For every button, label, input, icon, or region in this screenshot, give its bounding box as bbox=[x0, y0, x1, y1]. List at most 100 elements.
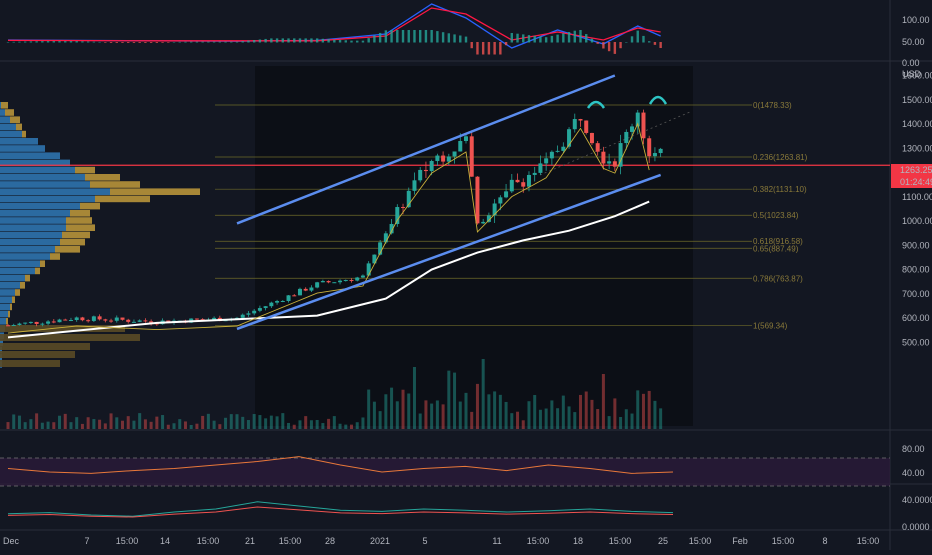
macd-histogram-bar bbox=[539, 36, 542, 43]
macd-histogram-bar bbox=[315, 38, 319, 43]
volume-bar bbox=[636, 390, 640, 429]
volume-profile-up-bar bbox=[0, 289, 15, 296]
candle-body bbox=[395, 207, 400, 224]
x-tick-label: 28 bbox=[325, 536, 335, 546]
candle-body bbox=[549, 151, 554, 159]
macd-histogram-bar bbox=[155, 42, 159, 43]
volume-bar bbox=[533, 395, 537, 429]
volume-bar bbox=[149, 421, 153, 429]
volume-bar bbox=[493, 391, 497, 429]
double-top-marker[interactable] bbox=[648, 95, 668, 105]
candle-body bbox=[11, 324, 16, 326]
macd-histogram-bar bbox=[585, 34, 588, 43]
x-tick-label: 21 bbox=[245, 536, 255, 546]
candle-body bbox=[435, 155, 440, 162]
candle-body bbox=[212, 317, 217, 320]
macd-histogram-bar bbox=[327, 39, 330, 43]
channel-upper-line[interactable] bbox=[236, 74, 616, 225]
double-top-marker[interactable] bbox=[586, 100, 606, 109]
macd-histogram-bar bbox=[602, 42, 605, 49]
candle-body bbox=[572, 119, 577, 130]
volume-bar bbox=[596, 409, 600, 429]
price-y-tick-label: 1600.00 bbox=[902, 71, 932, 81]
volume-bar bbox=[132, 420, 136, 429]
volume-bar bbox=[80, 423, 84, 429]
volume-profile-up-bar bbox=[0, 166, 75, 174]
macd-histogram-bar bbox=[321, 38, 325, 43]
volume-bar bbox=[384, 394, 388, 429]
candle-body bbox=[498, 197, 503, 204]
volume-bar bbox=[544, 408, 548, 429]
macd-histogram-bar bbox=[18, 41, 21, 43]
macd-histogram-bar bbox=[459, 35, 462, 43]
volume-bar bbox=[441, 404, 445, 429]
volume-profile-down-bar bbox=[10, 116, 20, 123]
macd-histogram-bar bbox=[567, 32, 571, 43]
x-tick-label: 11 bbox=[492, 536, 501, 546]
macd-histogram-bar bbox=[378, 32, 382, 43]
channel-lower-line[interactable] bbox=[236, 173, 662, 331]
macd-histogram-bar bbox=[384, 30, 388, 43]
candle-body bbox=[475, 176, 480, 224]
macd-histogram-bar bbox=[453, 34, 456, 43]
macd-histogram-bar bbox=[481, 42, 485, 55]
candle-body bbox=[647, 138, 652, 157]
volume-profile-down-bar bbox=[66, 217, 92, 224]
macd-histogram-bar bbox=[132, 42, 136, 43]
macd-histogram-bar bbox=[127, 42, 130, 43]
volume-profile-up-bar bbox=[0, 246, 55, 253]
volume-profile-down-bar bbox=[75, 166, 95, 174]
macd-histogram-bar bbox=[516, 33, 519, 43]
macd-histogram-bar bbox=[562, 33, 565, 43]
volume-profile-bar bbox=[0, 325, 125, 332]
x-tick-label: 18 bbox=[573, 536, 583, 546]
candle-body bbox=[46, 321, 51, 324]
volume-bar bbox=[212, 420, 216, 429]
x-tick-label: 2021 bbox=[370, 536, 390, 546]
candle-body bbox=[103, 319, 108, 321]
volume-bar bbox=[63, 413, 67, 429]
macd-histogram-bar bbox=[190, 41, 193, 43]
volume-bar bbox=[17, 415, 21, 429]
candle-body bbox=[275, 301, 280, 303]
volume-bar bbox=[561, 395, 565, 429]
macd-histogram-bar bbox=[544, 37, 548, 43]
volume-bar bbox=[241, 416, 245, 429]
volume-bar bbox=[550, 400, 554, 429]
volume-bar bbox=[103, 423, 107, 429]
volume-profile-down-bar bbox=[1, 102, 8, 109]
price-y-tick-label: 800.00 bbox=[902, 265, 930, 275]
volume-profile-up-bar bbox=[0, 130, 22, 138]
macd-histogram-bar bbox=[648, 41, 651, 43]
candle-body bbox=[269, 302, 274, 307]
candle-body bbox=[481, 221, 486, 224]
volume-profile-up-bar bbox=[0, 296, 12, 303]
macd-histogram-bar bbox=[86, 41, 90, 43]
volume-bar bbox=[258, 415, 262, 429]
macd-histogram-bar bbox=[252, 40, 256, 43]
volume-bar bbox=[201, 415, 205, 429]
volume-bar bbox=[338, 423, 342, 429]
candle-body bbox=[137, 320, 142, 322]
price-y-tick-label: 1000.00 bbox=[902, 216, 932, 226]
macd-histogram-bar bbox=[138, 42, 141, 43]
macd-histogram-bar bbox=[304, 38, 307, 43]
macd-histogram-bar bbox=[258, 39, 262, 43]
volume-profile-down-bar bbox=[62, 231, 90, 239]
macd-y-tick-label: 100.00 bbox=[902, 15, 930, 25]
candle-body bbox=[303, 288, 308, 291]
volume-bar bbox=[395, 401, 399, 429]
fib-level-label: 0.618(916.58) bbox=[753, 237, 803, 246]
candle-body bbox=[378, 242, 383, 255]
macd-histogram-bar bbox=[109, 42, 113, 43]
volume-profile-up-bar bbox=[0, 159, 70, 167]
volume-profile-down-bar bbox=[95, 195, 150, 203]
current-price-value: 1263.25 bbox=[900, 165, 932, 175]
macd-histogram-bar bbox=[230, 41, 233, 43]
x-tick-label: Feb bbox=[732, 536, 748, 546]
macd-histogram-bar bbox=[167, 42, 170, 43]
candle-body bbox=[51, 321, 56, 323]
candle-body bbox=[131, 321, 136, 323]
macd-histogram-bar bbox=[441, 32, 445, 43]
